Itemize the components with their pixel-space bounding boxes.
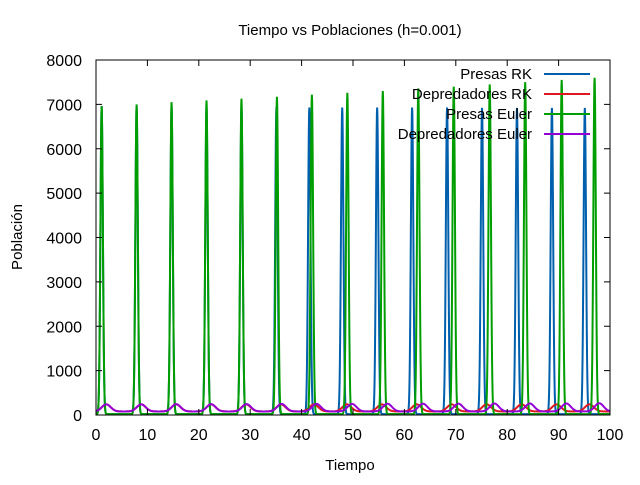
legend-label: Depredadores RK: [412, 86, 532, 103]
plot-area: 0 10 20 30 40 50 60 70 80 90 100010002000300040005…: [46, 53, 623, 444]
y-tick-label: 6000: [46, 142, 82, 159]
x-axis-label: Tiempo: [325, 457, 374, 474]
y-tick-label: 7000: [46, 97, 82, 114]
x-tick-label: 70: [447, 427, 465, 444]
y-tick-label: 8000: [46, 53, 82, 70]
x-tick-label: 20: [190, 427, 208, 444]
y-tick-label: 3000: [46, 275, 82, 292]
y-tick-label: 4000: [46, 231, 82, 248]
x-tick-label: 80: [498, 427, 516, 444]
legend-label: Depredadores Euler: [398, 126, 532, 143]
y-tick-label: 5000: [46, 186, 82, 203]
series-line-4: [96, 402, 610, 413]
legend-label: Presas RK: [460, 66, 532, 83]
chart-title: Tiempo vs Poblaciones (h=0.001): [238, 22, 461, 39]
series-line-3: [96, 77, 610, 415]
x-tick-label: 60: [396, 427, 414, 444]
y-tick-label: 1000: [46, 364, 82, 381]
x-tick-label: 100: [597, 427, 624, 444]
x-tick-label: 30: [241, 427, 259, 444]
x-tick-label: 10: [139, 427, 157, 444]
x-tick-label: 40: [293, 427, 311, 444]
y-axis-label: Población: [9, 204, 26, 270]
y-tick-label: 2000: [46, 319, 82, 336]
x-tick-label: 50: [344, 427, 362, 444]
y-tick-label: 0: [73, 408, 82, 425]
legend-label: Presas Euler: [446, 106, 532, 123]
x-tick-label: 0: [92, 427, 101, 444]
x-tick-label: 90: [550, 427, 568, 444]
